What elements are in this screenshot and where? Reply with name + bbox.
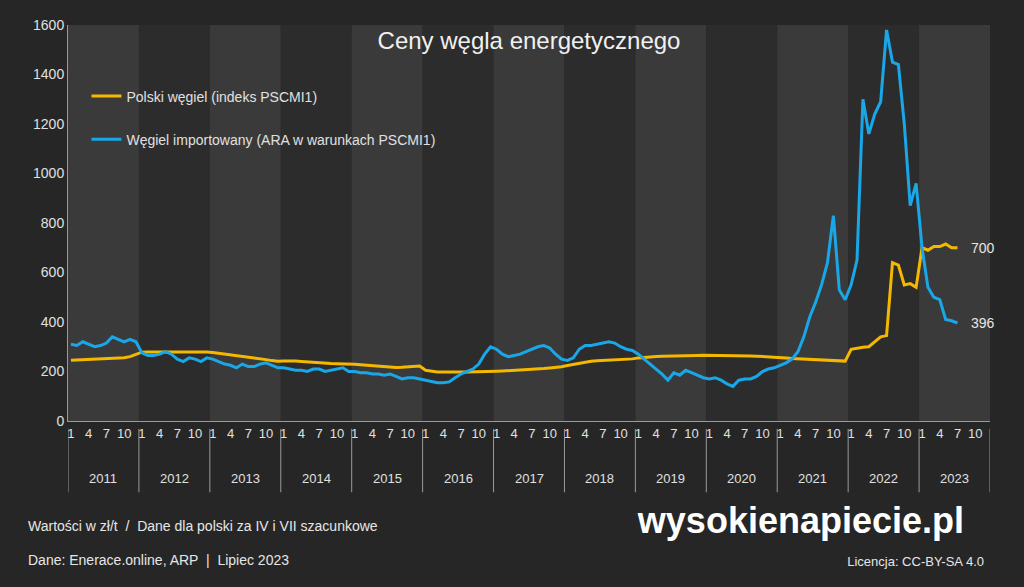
svg-text:4: 4 — [723, 426, 730, 441]
svg-text:4: 4 — [298, 426, 305, 441]
svg-text:1: 1 — [918, 426, 925, 441]
svg-text:1: 1 — [351, 426, 358, 441]
svg-text:2022: 2022 — [869, 471, 898, 486]
svg-text:2012: 2012 — [160, 471, 189, 486]
svg-text:7: 7 — [174, 426, 181, 441]
svg-text:200: 200 — [41, 363, 65, 379]
svg-text:4: 4 — [440, 426, 447, 441]
svg-text:10: 10 — [826, 426, 840, 441]
svg-text:2015: 2015 — [373, 471, 402, 486]
svg-text:2013: 2013 — [231, 471, 260, 486]
svg-text:400: 400 — [41, 314, 65, 330]
svg-text:1: 1 — [564, 426, 571, 441]
svg-text:7: 7 — [528, 426, 535, 441]
html-text:Licencja: CC-BY-SA 4.0: Licencja: CC-BY-SA 4.0 — [847, 554, 984, 569]
svg-text:4: 4 — [511, 426, 518, 441]
svg-text:600: 600 — [41, 264, 65, 280]
svg-text:4: 4 — [85, 426, 92, 441]
svg-text:7: 7 — [245, 426, 252, 441]
svg-text:1: 1 — [847, 426, 854, 441]
svg-text:2011: 2011 — [89, 471, 117, 486]
svg-text:2017: 2017 — [515, 471, 544, 486]
svg-text:2020: 2020 — [727, 471, 756, 486]
svg-text:2018: 2018 — [585, 471, 614, 486]
svg-text:10: 10 — [472, 426, 486, 441]
svg-text:Węgiel importowany (ARA w waru: Węgiel importowany (ARA w warunkach PSCM… — [126, 132, 435, 148]
svg-text:Ceny węgla energetycznego: Ceny węgla energetycznego — [378, 27, 681, 54]
svg-text:1: 1 — [280, 426, 287, 441]
svg-text:10: 10 — [259, 426, 273, 441]
svg-text:396: 396 — [971, 315, 995, 331]
svg-text:10: 10 — [542, 426, 556, 441]
svg-text:7: 7 — [316, 426, 323, 441]
svg-text:10: 10 — [684, 426, 698, 441]
svg-text:Polski węgiel (indeks PSCMI1): Polski węgiel (indeks PSCMI1) — [126, 89, 317, 105]
svg-text:700: 700 — [971, 240, 995, 256]
svg-text:7: 7 — [954, 426, 961, 441]
svg-text:10: 10 — [117, 426, 131, 441]
html-text:Wartości w zł/t / Dane dla pol: Wartości w zł/t / Dane dla polski za IV … — [28, 518, 378, 534]
html-text:wysokienapiecie.pl: wysokienapiecie.pl — [637, 500, 964, 541]
html-text:Dane: Enerace.online, ARP | Li: Dane: Enerace.online, ARP | Lipiec 2023 — [28, 552, 289, 568]
svg-text:2016: 2016 — [444, 471, 473, 486]
svg-text:7: 7 — [670, 426, 677, 441]
svg-text:1: 1 — [422, 426, 429, 441]
svg-text:7: 7 — [812, 426, 819, 441]
svg-text:4: 4 — [369, 426, 376, 441]
svg-text:1200: 1200 — [33, 116, 64, 132]
svg-text:10: 10 — [330, 426, 344, 441]
svg-text:1: 1 — [67, 426, 74, 441]
svg-text:4: 4 — [865, 426, 872, 441]
svg-text:4: 4 — [582, 426, 589, 441]
svg-text:0: 0 — [56, 413, 64, 429]
svg-text:7: 7 — [741, 426, 748, 441]
svg-text:2014: 2014 — [302, 471, 331, 486]
svg-text:1: 1 — [777, 426, 784, 441]
svg-text:7: 7 — [599, 426, 606, 441]
svg-text:7: 7 — [386, 426, 393, 441]
svg-text:4: 4 — [227, 426, 234, 441]
svg-text:2021: 2021 — [798, 471, 827, 486]
svg-text:1400: 1400 — [33, 66, 64, 82]
svg-text:10: 10 — [613, 426, 627, 441]
svg-text:7: 7 — [457, 426, 464, 441]
svg-text:10: 10 — [968, 426, 982, 441]
svg-text:10: 10 — [897, 426, 911, 441]
svg-text:4: 4 — [936, 426, 943, 441]
svg-text:4: 4 — [794, 426, 801, 441]
svg-text:1: 1 — [635, 426, 642, 441]
svg-text:1: 1 — [138, 426, 145, 441]
svg-text:1: 1 — [493, 426, 500, 441]
svg-text:10: 10 — [188, 426, 202, 441]
svg-text:7: 7 — [883, 426, 890, 441]
svg-text:1: 1 — [706, 426, 713, 441]
svg-text:1000: 1000 — [33, 165, 64, 181]
svg-text:10: 10 — [401, 426, 415, 441]
svg-text:2023: 2023 — [940, 471, 969, 486]
svg-text:1600: 1600 — [33, 17, 64, 33]
svg-text:4: 4 — [652, 426, 659, 441]
svg-text:2019: 2019 — [656, 471, 685, 486]
svg-text:7: 7 — [103, 426, 110, 441]
svg-text:800: 800 — [41, 215, 65, 231]
svg-text:1: 1 — [209, 426, 216, 441]
svg-text:4: 4 — [156, 426, 163, 441]
svg-text:10: 10 — [755, 426, 769, 441]
